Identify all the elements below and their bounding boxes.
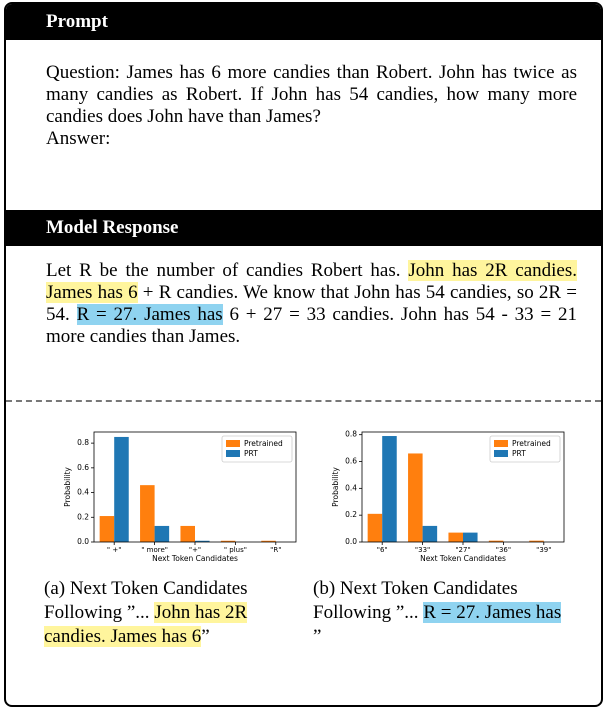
question: Question: James has 6 more candies than … bbox=[46, 62, 577, 127]
y-tick-label: 0.0 bbox=[77, 537, 89, 546]
bar bbox=[448, 532, 463, 542]
x-axis-label: Next Token Candidates bbox=[152, 554, 238, 563]
legend-label: PRT bbox=[512, 449, 526, 458]
y-tick-label: 0.8 bbox=[345, 430, 357, 439]
caption: (b) Next Token Candidates Following ”...… bbox=[313, 577, 568, 649]
y-tick-label: 0.4 bbox=[77, 488, 89, 497]
y-axis-label: Probability bbox=[331, 467, 340, 507]
x-tick-label: "39" bbox=[536, 546, 551, 554]
bar bbox=[408, 453, 423, 542]
bar bbox=[195, 540, 210, 542]
y-tick-label: 0.8 bbox=[77, 438, 89, 447]
bar bbox=[180, 525, 195, 542]
y-tick-label: 0.2 bbox=[77, 512, 89, 521]
x-tick-label: " +" bbox=[107, 546, 122, 554]
legend-swatch bbox=[226, 450, 240, 457]
prompt-header: Prompt bbox=[6, 4, 601, 40]
charts: 0.0 0.2 0.4 0.6 0.8 " +" " more" "+" " plus" "R" N… bbox=[6, 402, 601, 577]
bar bbox=[140, 485, 155, 542]
x-tick-label: " plus" bbox=[224, 546, 247, 554]
legend-label: Pretrained bbox=[244, 439, 283, 448]
text-span: (a) Next Token Candidates Following ”... bbox=[44, 578, 248, 623]
x-tick-label: "+" bbox=[189, 546, 201, 554]
bar bbox=[261, 540, 276, 542]
bar bbox=[154, 525, 170, 542]
legend-swatch bbox=[226, 440, 240, 447]
highlight: R = 27. James has bbox=[76, 304, 223, 325]
highlight: R = 27. James has bbox=[423, 602, 562, 623]
y-tick-label: 0.0 bbox=[345, 537, 357, 546]
legend-label: Pretrained bbox=[512, 439, 551, 448]
y-axis-label: Probability bbox=[63, 467, 72, 507]
y-tick-label: 0.6 bbox=[77, 463, 89, 472]
response-text: Let R be the number of candies Robert ha… bbox=[6, 260, 601, 390]
x-tick-label: "6" bbox=[377, 546, 388, 554]
x-tick-label: " more" bbox=[141, 546, 168, 554]
bar bbox=[382, 436, 397, 542]
x-tick-label: "R" bbox=[270, 546, 281, 554]
bar bbox=[422, 525, 438, 542]
legend-swatch bbox=[494, 440, 508, 447]
x-axis-label: Next Token Candidates bbox=[420, 554, 506, 563]
y-tick-label: 0.4 bbox=[345, 483, 357, 492]
answer: Answer: bbox=[46, 128, 111, 149]
y-tick-label: 0.2 bbox=[345, 510, 357, 519]
captions: (a) Next Token Candidates Following ”...… bbox=[6, 577, 601, 649]
bar bbox=[529, 540, 544, 542]
text-span: (b) Next Token Candidates Following ”... bbox=[313, 578, 518, 623]
x-tick-label: "27" bbox=[455, 546, 470, 554]
bar bbox=[488, 540, 504, 542]
bar bbox=[463, 532, 478, 542]
chart: 0.0 0.2 0.4 0.6 0.8 " +" " more" "+" " plus" "R" N… bbox=[63, 431, 297, 563]
highlight: James has 6 bbox=[46, 282, 138, 303]
text-span: 6 + 27 = 33 candies. John has 54 - 33 = … bbox=[46, 304, 578, 347]
bar bbox=[114, 436, 129, 542]
y-tick-label: 0.6 bbox=[345, 457, 357, 466]
highlight: John has 2R candies. bbox=[408, 260, 578, 281]
response-header: Model Response bbox=[6, 210, 601, 246]
figure: Prompt Question: James has 6 more candie… bbox=[4, 2, 603, 707]
divider bbox=[6, 400, 601, 402]
text-span: Let R be the number of candies Robert ha… bbox=[46, 260, 409, 281]
text-span: ” bbox=[201, 626, 210, 647]
text-span: + R candies. We know that John has 54 ca… bbox=[46, 282, 577, 325]
legend-swatch bbox=[494, 450, 508, 457]
x-tick-label: "33" bbox=[415, 546, 430, 554]
chart: 0.0 0.2 0.4 0.6 0.8 "6" "33" "27" "36" "39" Next T… bbox=[331, 430, 565, 563]
bar bbox=[367, 513, 383, 542]
bar bbox=[99, 516, 115, 542]
x-tick-label: "36" bbox=[496, 546, 511, 554]
text-span: ” bbox=[313, 626, 322, 647]
caption: (a) Next Token Candidates Following ”...… bbox=[44, 577, 299, 649]
prompt-text: Question: James has 6 more candies than … bbox=[6, 62, 601, 210]
legend-label: PRT bbox=[244, 449, 258, 458]
bar bbox=[220, 540, 236, 542]
